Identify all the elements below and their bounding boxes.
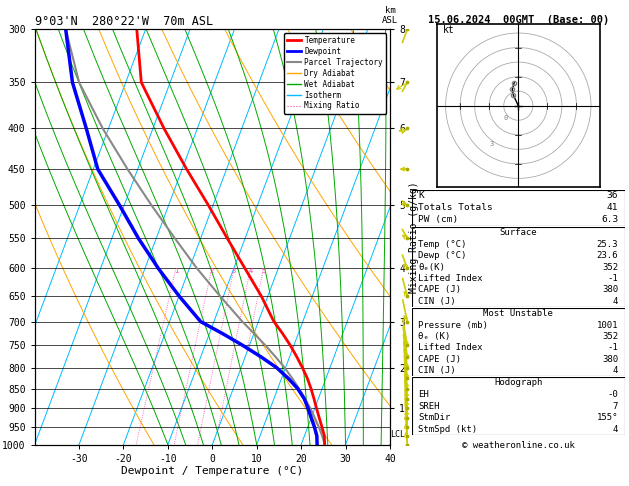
Text: Surface: Surface	[499, 228, 537, 237]
Text: StmDir: StmDir	[418, 414, 450, 422]
Text: Lifted Index: Lifted Index	[418, 343, 483, 352]
Text: EH: EH	[418, 390, 429, 399]
Text: θₑ (K): θₑ (K)	[418, 332, 450, 341]
Text: Lifted Index: Lifted Index	[418, 274, 483, 283]
Text: CAPE (J): CAPE (J)	[418, 285, 462, 295]
Text: 155°: 155°	[597, 414, 618, 422]
Text: 36: 36	[607, 191, 618, 200]
Text: StmSpd (kt): StmSpd (kt)	[418, 425, 477, 434]
Text: 3: 3	[489, 141, 494, 147]
Text: © weatheronline.co.uk: © weatheronline.co.uk	[462, 441, 575, 450]
Text: 3: 3	[232, 268, 237, 275]
Text: CIN (J): CIN (J)	[418, 297, 456, 306]
Text: -1: -1	[608, 343, 618, 352]
Text: 4: 4	[248, 268, 253, 275]
Text: Most Unstable: Most Unstable	[483, 309, 554, 318]
Text: 7: 7	[613, 402, 618, 411]
Text: 4: 4	[613, 366, 618, 375]
Text: CAPE (J): CAPE (J)	[418, 355, 462, 364]
Text: 1001: 1001	[597, 321, 618, 330]
Text: CIN (J): CIN (J)	[418, 366, 456, 375]
Text: 4: 4	[613, 425, 618, 434]
Text: 9°03'N  280°22'W  70m ASL: 9°03'N 280°22'W 70m ASL	[35, 15, 213, 28]
Text: SREH: SREH	[418, 402, 440, 411]
Text: 0: 0	[504, 115, 508, 121]
Text: Hodograph: Hodograph	[494, 379, 542, 387]
Text: 5: 5	[261, 268, 265, 275]
Text: 352: 352	[602, 332, 618, 341]
Text: 380: 380	[602, 285, 618, 295]
Text: 25.3: 25.3	[597, 240, 618, 249]
Text: kt: kt	[443, 25, 455, 35]
Text: 1: 1	[174, 268, 178, 275]
Text: -0: -0	[608, 390, 618, 399]
Text: Pressure (mb): Pressure (mb)	[418, 321, 488, 330]
Legend: Temperature, Dewpoint, Parcel Trajectory, Dry Adiabat, Wet Adiabat, Isotherm, Mi: Temperature, Dewpoint, Parcel Trajectory…	[284, 33, 386, 114]
Text: 2: 2	[209, 268, 214, 275]
Text: -1: -1	[608, 274, 618, 283]
Text: PW (cm): PW (cm)	[418, 215, 459, 225]
Y-axis label: Mixing Ratio (g/kg): Mixing Ratio (g/kg)	[409, 181, 419, 293]
Text: Temp (°C): Temp (°C)	[418, 240, 467, 249]
X-axis label: Dewpoint / Temperature (°C): Dewpoint / Temperature (°C)	[121, 467, 303, 476]
Text: 352: 352	[602, 262, 618, 272]
Text: Dewp (°C): Dewp (°C)	[418, 251, 467, 260]
Text: θₑ(K): θₑ(K)	[418, 262, 445, 272]
Text: LCL: LCL	[390, 430, 405, 439]
Text: 380: 380	[602, 355, 618, 364]
Text: 6.3: 6.3	[601, 215, 618, 225]
Text: 15.06.2024  00GMT  (Base: 00): 15.06.2024 00GMT (Base: 00)	[428, 15, 609, 25]
Text: 23.6: 23.6	[597, 251, 618, 260]
Text: Totals Totals: Totals Totals	[418, 203, 493, 212]
Text: 4: 4	[613, 297, 618, 306]
Text: km
ASL: km ASL	[382, 6, 398, 25]
Text: K: K	[418, 191, 424, 200]
Text: 41: 41	[607, 203, 618, 212]
